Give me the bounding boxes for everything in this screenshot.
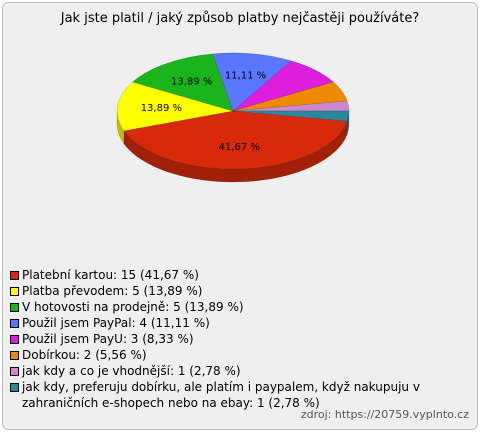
legend-label: Dobírkou: 2 (5,56 %) xyxy=(22,348,147,362)
slice xyxy=(232,60,334,112)
slice-label: 13,89 % xyxy=(141,103,182,114)
legend-label: Použil jsem PayPal: 4 (11,11 %) xyxy=(22,316,210,330)
legend-label: V hotovosti na prodejně: 5 (13,89 %) xyxy=(22,300,244,314)
source: zdroj: https://20759.vyplnto.cz xyxy=(300,408,469,421)
legend-swatch xyxy=(10,383,19,392)
slice xyxy=(123,110,348,170)
legend-item: Platba převodem: 5 (13,89 %) xyxy=(10,283,470,299)
slice-label: 13,89 % xyxy=(171,77,212,88)
slice xyxy=(212,52,292,112)
legend-item: V hotovosti na prodejně: 5 (13,89 %) xyxy=(10,299,470,315)
chart-title: Jak jste platil / jaký způsob platby nej… xyxy=(60,11,420,26)
legend-swatch xyxy=(10,287,19,296)
slice-label: 11,11 % xyxy=(225,71,266,82)
slice-label: 41,67 % xyxy=(219,142,260,153)
slice xyxy=(232,100,350,112)
legend-item: jak kdy a co je vhodnější: 1 (2,78 %) xyxy=(10,363,470,379)
legend-item: Použil jsem PayPal: 4 (11,11 %) xyxy=(10,315,470,331)
legend-label: Platební kartou: 15 (41,67 %) xyxy=(22,268,199,282)
legend-swatch xyxy=(10,351,19,360)
legend-swatch xyxy=(10,319,19,328)
legend-label: jak kdy, preferuju dobírku, ale platím i… xyxy=(22,380,420,410)
legend-label: jak kdy a co je vhodnější: 1 (2,78 %) xyxy=(22,364,241,378)
legend-item: jak kdy, preferuju dobírku, ale platím i… xyxy=(10,379,470,411)
legend-label: Použil jsem PayU: 3 (8,33 %) xyxy=(22,332,194,346)
legend-item: Dobírkou: 2 (5,56 %) xyxy=(10,347,470,363)
legend: Platební kartou: 15 (41,67 %) Platba přev… xyxy=(10,267,470,411)
slice xyxy=(116,81,234,132)
legend-item: Použil jsem PayU: 3 (8,33 %) xyxy=(10,331,470,347)
legend-label: Platba převodem: 5 (13,89 %) xyxy=(22,284,203,298)
legend-swatch xyxy=(10,367,19,376)
pie: 41,67 % 13,89 % 13,89 % 11,11 % xyxy=(116,52,350,183)
legend-swatch xyxy=(10,271,19,280)
legend-swatch xyxy=(10,303,19,312)
slice xyxy=(132,53,234,112)
legend-item: Platební kartou: 15 (41,67 %) xyxy=(10,267,470,283)
slice xyxy=(232,110,350,122)
slice xyxy=(232,81,348,112)
legend-swatch xyxy=(10,335,19,344)
